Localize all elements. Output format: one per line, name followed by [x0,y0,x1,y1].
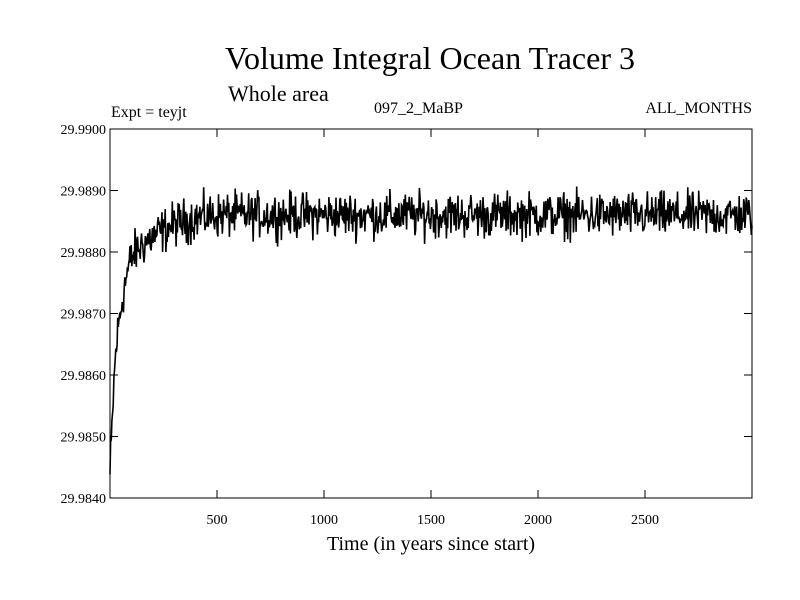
experiment-label: Expt = teyjt [111,104,187,121]
y-tick-label: 29.9900 [61,123,107,138]
y-tick-label: 29.9890 [61,185,107,200]
x-axis-label: Time (in years since start) [327,533,535,555]
chart-subtitle: Whole area [228,81,329,106]
series-line [109,186,753,475]
y-tick-label: 29.9850 [61,431,107,446]
months-label: ALL_MONTHS [645,100,752,117]
x-tick-label: 2000 [524,513,552,528]
chart-title: Volume Integral Ocean Tracer 3 [225,40,635,76]
run-label: 097_2_MaBP [374,100,463,117]
x-tick-label: 500 [207,513,228,528]
x-tick-label: 1000 [310,513,338,528]
x-tick-label: 1500 [417,513,445,528]
y-tick-label: 29.9840 [61,492,107,507]
y-tick-label: 29.9860 [61,369,107,384]
plot-frame [109,128,753,499]
y-tick-label: 29.9880 [61,246,107,261]
y-tick-label: 29.9870 [61,308,107,323]
x-tick-label: 2500 [631,513,659,528]
